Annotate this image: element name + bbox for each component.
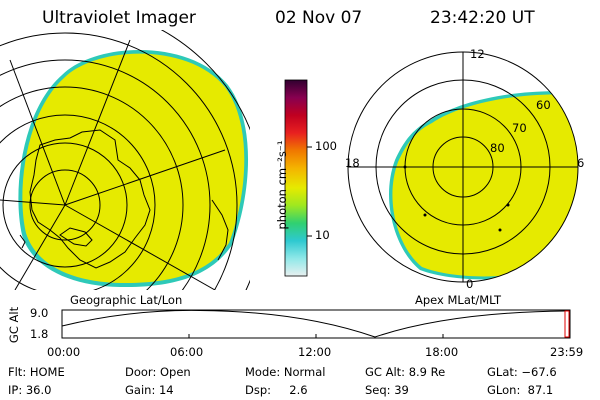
altitude-ytick-top: 9.0 (30, 306, 49, 320)
altitude-ytick-bottom: 1.8 (30, 327, 49, 341)
info-ip: IP: 36.0 (8, 383, 52, 397)
colorbar-label-10: 10 (315, 228, 330, 242)
info-glon: GLon: 87.1 (487, 383, 554, 397)
altitude-ticks (188, 334, 444, 338)
altitude-xtick-2: 12:00 (298, 345, 332, 359)
disk-fill (22, 53, 245, 284)
mlt-label-18: 18 (345, 156, 360, 170)
polar-dots (403, 165, 510, 232)
magnetic-polar-plot (347, 51, 579, 283)
colorbar-label-100: 100 (315, 139, 337, 153)
right-panel-caption: Apex MLat/MLT (415, 293, 502, 307)
altitude-xtick-1: 06:00 (170, 345, 204, 359)
altitude-plot (61, 309, 571, 339)
info-seq: Seq: 39 (365, 383, 409, 397)
mlt-label-6: 6 (577, 156, 585, 170)
altitude-ylabel: GC Alt (7, 306, 21, 344)
info-dsp: Dsp: 2.6 (245, 383, 308, 397)
info-flight: Flt: HOME (8, 365, 65, 379)
info-door: Door: Open (125, 365, 191, 379)
mlt-label-12: 12 (470, 47, 485, 61)
altitude-xtick-3: 18:00 (425, 345, 459, 359)
geographic-map (0, 30, 250, 290)
longitude-lines (0, 39, 226, 290)
mlat-label-80: 80 (490, 141, 505, 155)
altitude-xtick-0: 00:00 (47, 345, 81, 359)
altitude-xtick-4: 23:59 (550, 345, 584, 359)
colorbar (284, 79, 312, 277)
coast-fragment-1 (59, 227, 93, 247)
info-gc-alt: GC Alt: 8.9 Re (365, 365, 446, 379)
polar-fill (392, 94, 578, 277)
colorbar-unit-label: photon cm⁻²s⁻¹ (275, 140, 289, 230)
colorbar-gradient (284, 79, 308, 277)
left-panel-caption: Geographic Lat/Lon (70, 293, 183, 307)
mlt-label-0: 0 (466, 277, 474, 291)
time-label: 23:42:20 UT (430, 8, 535, 28)
info-mode: Mode: Normal (245, 365, 326, 379)
antarctica-outline (29, 129, 151, 269)
mlat-label-70: 70 (512, 121, 527, 135)
info-glat: GLat: −67.6 (487, 365, 557, 379)
coast-fragment-3 (19, 234, 26, 249)
mlat-label-60: 60 (536, 98, 551, 112)
coast-fragment-2 (211, 199, 229, 261)
instrument-title: Ultraviolet Imager (42, 8, 196, 28)
altitude-curve (61, 309, 566, 338)
earth-disk (18, 49, 249, 288)
info-gain: Gain: 14 (125, 383, 174, 397)
date-label: 02 Nov 07 (275, 8, 363, 28)
polar-grid (347, 51, 579, 283)
current-time-marker (564, 310, 570, 338)
latitude-circles (0, 30, 250, 290)
